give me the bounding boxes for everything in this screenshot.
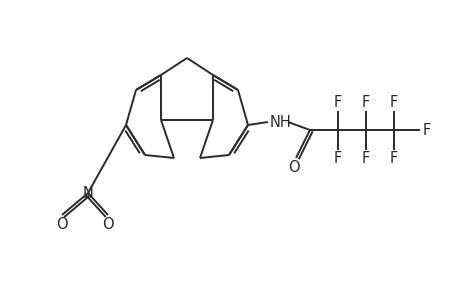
Text: F: F: [389, 95, 397, 110]
Text: F: F: [333, 151, 341, 166]
Text: F: F: [361, 151, 369, 166]
Text: F: F: [389, 151, 397, 166]
Text: F: F: [333, 95, 341, 110]
Text: O: O: [102, 217, 113, 232]
Text: F: F: [361, 95, 369, 110]
Text: O: O: [56, 217, 67, 232]
Text: N: N: [82, 185, 93, 200]
Text: NH: NH: [269, 115, 291, 130]
Text: F: F: [422, 122, 431, 137]
Text: O: O: [287, 160, 299, 175]
